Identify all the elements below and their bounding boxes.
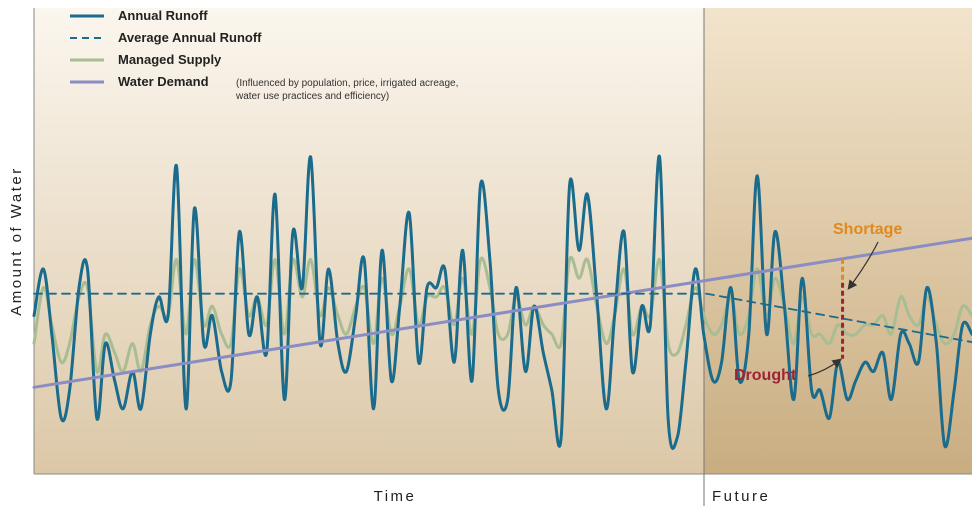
y-axis-label: Amount of Water xyxy=(8,166,25,316)
series-line-water-demand xyxy=(32,236,972,389)
drought-label: Drought xyxy=(734,367,797,384)
legend: Annual Runoff Average Annual Runoff Mana… xyxy=(70,8,458,102)
plot-background-future xyxy=(704,8,972,474)
legend-label-managed-supply: Managed Supply xyxy=(118,52,222,67)
shortage-arrow xyxy=(847,241,879,290)
annotations: Shortage Drought xyxy=(734,221,902,384)
series-layer xyxy=(32,154,972,450)
series-line-average-annual-runoff xyxy=(33,292,972,343)
legend-label-average-annual-runoff: Average Annual Runoff xyxy=(118,30,262,45)
series-line-annual-runoff xyxy=(32,154,972,450)
drought-arrow xyxy=(807,358,842,377)
legend-label-water-demand: Water Demand xyxy=(118,74,209,89)
x-axis-label: Time xyxy=(374,488,417,505)
shortage-label: Shortage xyxy=(833,221,902,238)
legend-label-annual-runoff: Annual Runoff xyxy=(118,8,208,23)
legend-note-water-demand-line2: water use practices and efficiency) xyxy=(235,91,389,102)
legend-note-water-demand-line1: (Influenced by population, price, irriga… xyxy=(236,78,458,89)
future-label: Future xyxy=(712,488,770,505)
